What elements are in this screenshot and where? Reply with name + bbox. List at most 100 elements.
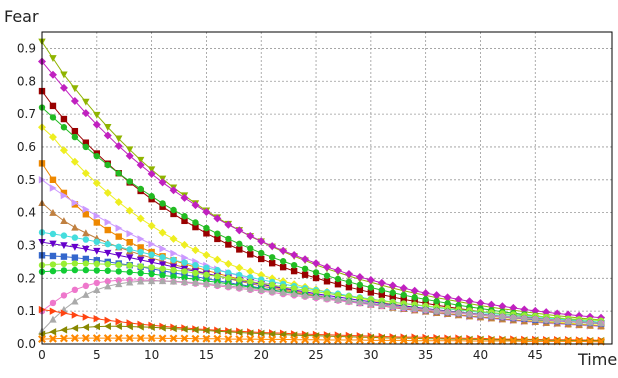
data-point (115, 261, 122, 269)
series-15 (38, 277, 605, 335)
data-point (71, 324, 79, 332)
data-point (125, 278, 134, 286)
data-point (60, 232, 68, 239)
data-point (159, 245, 167, 253)
data-point (334, 275, 342, 283)
data-point (181, 259, 188, 266)
data-point (246, 335, 255, 344)
y-tick-label: 0.4 (17, 206, 36, 220)
data-point (137, 263, 144, 270)
data-point (224, 220, 233, 229)
data-point (137, 185, 144, 193)
data-point (509, 313, 518, 321)
data-point (509, 303, 518, 312)
data-point (411, 298, 418, 305)
data-point (225, 274, 232, 282)
series-line (41, 337, 602, 343)
data-point (301, 271, 309, 278)
series-layer (38, 38, 606, 346)
data-point (520, 305, 529, 314)
data-point (367, 289, 375, 296)
data-point (136, 161, 145, 170)
data-point (465, 337, 474, 346)
data-point (247, 278, 254, 285)
x-axis-title: Time (577, 350, 617, 369)
data-point (82, 313, 90, 321)
x-tick-label: 35 (418, 348, 433, 362)
data-point (60, 253, 68, 260)
data-point (82, 229, 90, 237)
data-point (597, 319, 605, 327)
data-point (290, 290, 298, 297)
data-point (104, 260, 111, 268)
data-point (169, 186, 178, 195)
data-point (60, 115, 68, 123)
data-point (531, 315, 539, 322)
data-point (147, 334, 156, 343)
data-point (82, 139, 90, 146)
data-point (257, 237, 266, 246)
data-point (213, 334, 222, 343)
data-point (49, 55, 57, 62)
data-point (71, 199, 79, 207)
data-point (59, 146, 68, 155)
data-point (71, 234, 79, 241)
data-point (159, 272, 166, 279)
data-point (432, 306, 441, 314)
series-line (41, 179, 602, 328)
data-point (115, 224, 123, 232)
data-point (93, 315, 101, 323)
data-point (82, 266, 90, 274)
data-point (257, 329, 265, 338)
data-point (323, 336, 331, 345)
data-point (170, 273, 177, 280)
data-point (476, 310, 485, 318)
data-point (247, 251, 254, 258)
data-point (148, 251, 155, 258)
data-point (59, 83, 68, 92)
data-point (214, 273, 221, 280)
data-point (126, 319, 134, 327)
data-point (60, 217, 68, 225)
data-point (399, 284, 408, 293)
data-point (60, 292, 68, 299)
series-line (41, 41, 602, 321)
data-point (367, 299, 375, 307)
data-point (93, 238, 101, 246)
x-tick-label: 25 (308, 348, 323, 362)
data-point (49, 252, 57, 260)
data-point (60, 309, 68, 317)
data-point (279, 288, 287, 296)
data-point (159, 254, 166, 261)
data-point (49, 267, 57, 275)
data-point (49, 307, 57, 315)
data-point (70, 157, 79, 166)
series-18 (38, 334, 606, 346)
x-tick-label: 40 (473, 348, 488, 362)
data-point (235, 263, 244, 272)
data-point (225, 241, 232, 248)
data-point (334, 281, 342, 288)
data-point (158, 178, 167, 187)
data-point (136, 334, 145, 343)
data-point (70, 96, 79, 105)
data-point (323, 278, 331, 285)
y-tick-label: 0.8 (17, 74, 36, 88)
data-point (49, 176, 57, 183)
data-point (147, 277, 156, 285)
x-tick-label: 0 (38, 348, 46, 362)
data-point (246, 329, 254, 337)
data-point (202, 279, 211, 287)
data-point (377, 336, 386, 345)
data-point (531, 306, 540, 315)
data-point (125, 254, 134, 262)
x-tick-label: 10 (144, 348, 159, 362)
data-point (147, 166, 156, 174)
x-tick-label: 15 (199, 348, 214, 362)
data-point (93, 322, 101, 331)
data-point (378, 300, 386, 308)
data-point (49, 299, 57, 307)
series-line (41, 61, 602, 319)
data-point (258, 255, 265, 263)
